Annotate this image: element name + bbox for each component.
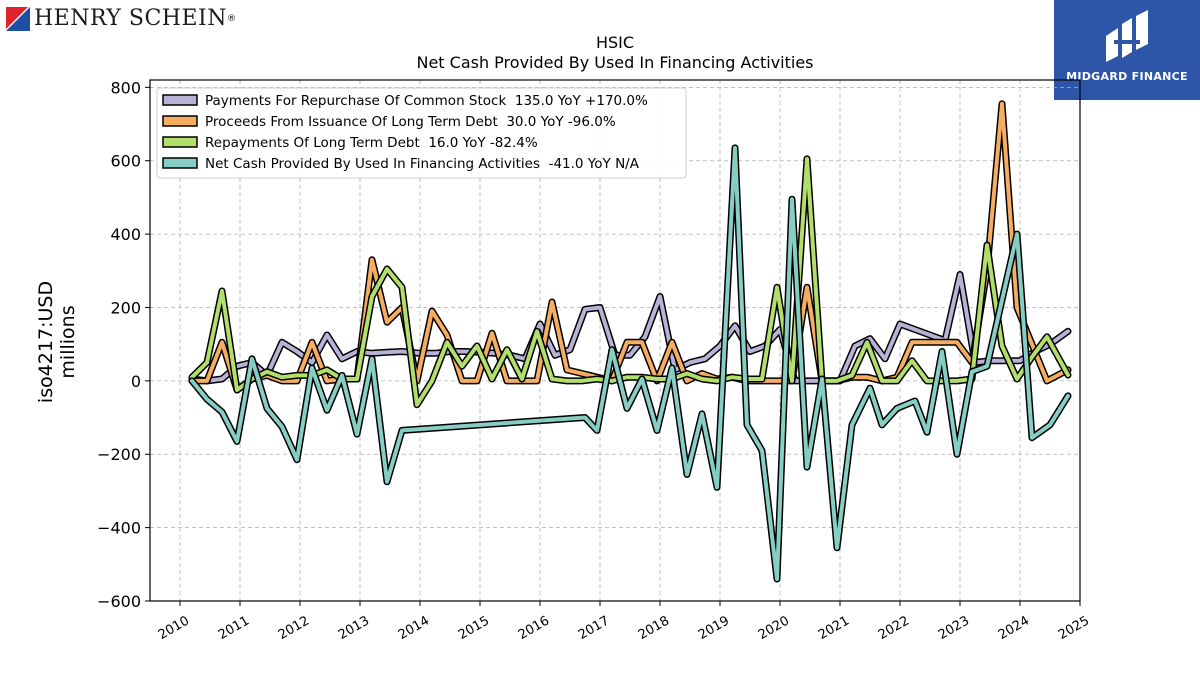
- midgard-finance-label: MIDGARD FINANCE: [1066, 70, 1188, 83]
- legend-label-repurchase: Payments For Repurchase Of Common Stock …: [205, 93, 648, 109]
- henry-schein-mark-icon: [6, 6, 30, 31]
- y-tick-label: 200: [110, 298, 141, 317]
- legend-label-net_cash: Net Cash Provided By Used In Financing A…: [205, 156, 640, 172]
- x-tick-label: 2023: [936, 613, 972, 643]
- legend-swatch-net_cash: [162, 157, 198, 169]
- legend-label-repayments: Repayments Of Long Term Debt 16.0 YoY -8…: [205, 135, 538, 151]
- legend-label-issuance: Proceeds From Issuance Of Long Term Debt…: [205, 114, 616, 130]
- legend: Payments For Repurchase Of Common Stock …: [156, 87, 687, 179]
- y-tick-label: −200: [97, 445, 141, 464]
- x-tick-label: 2014: [396, 613, 432, 643]
- henry-schein-wordmark: HENRY SCHEIN: [34, 6, 227, 31]
- y-tick-label: −400: [97, 519, 141, 538]
- x-tick-label: 2020: [756, 613, 792, 643]
- x-tick-label: 2018: [636, 613, 672, 643]
- x-tick-label: 2012: [276, 613, 312, 643]
- x-tick-label: 2022: [876, 613, 912, 643]
- y-tick-label: −600: [97, 592, 141, 611]
- legend-swatch-repurchase: [162, 94, 198, 106]
- y-tick-label: 600: [110, 152, 141, 171]
- henry-schein-logo: HENRY SCHEIN ®: [6, 6, 236, 31]
- x-tick-label: 2021: [816, 613, 852, 643]
- series-line-repurchase: [190, 272, 1070, 383]
- chart-subtitle: Net Cash Provided By Used In Financing A…: [416, 53, 813, 72]
- legend-swatch-issuance: [162, 115, 198, 127]
- midgard-finance-logo: MIDGARD FINANCE: [1054, 0, 1200, 100]
- x-tick-label: 2024: [996, 613, 1032, 643]
- y-tick-label: 800: [110, 78, 141, 97]
- midgard-emblem-icon: [1106, 10, 1148, 62]
- x-tick-label: 2017: [576, 613, 612, 643]
- x-tick-label: 2011: [216, 613, 252, 643]
- legend-swatch-repayments: [162, 136, 198, 148]
- x-tick-label: 2015: [456, 613, 492, 643]
- series-lines: [188, 100, 1072, 583]
- x-tick-label: 2025: [1056, 613, 1092, 643]
- grid: [150, 80, 1081, 602]
- series-line-repayments: [190, 156, 1070, 407]
- plot-frame: [149, 79, 1081, 602]
- registered-mark: ®: [227, 13, 236, 24]
- x-tick-label: 2019: [696, 613, 732, 643]
- series-line-net_cash: [190, 145, 1070, 581]
- x-tick-label: 2013: [336, 613, 372, 643]
- chart-title: HSIC: [596, 33, 634, 52]
- x-tick-label: 2016: [516, 613, 552, 643]
- y-axis-label-units: millions: [57, 305, 79, 378]
- y-tick-label: 0: [131, 372, 141, 391]
- x-tick-label: 2010: [156, 613, 192, 643]
- y-axis-label: iso4217:USD: [35, 281, 57, 403]
- legend-box: [156, 87, 687, 179]
- y-tick-label: 400: [110, 225, 141, 244]
